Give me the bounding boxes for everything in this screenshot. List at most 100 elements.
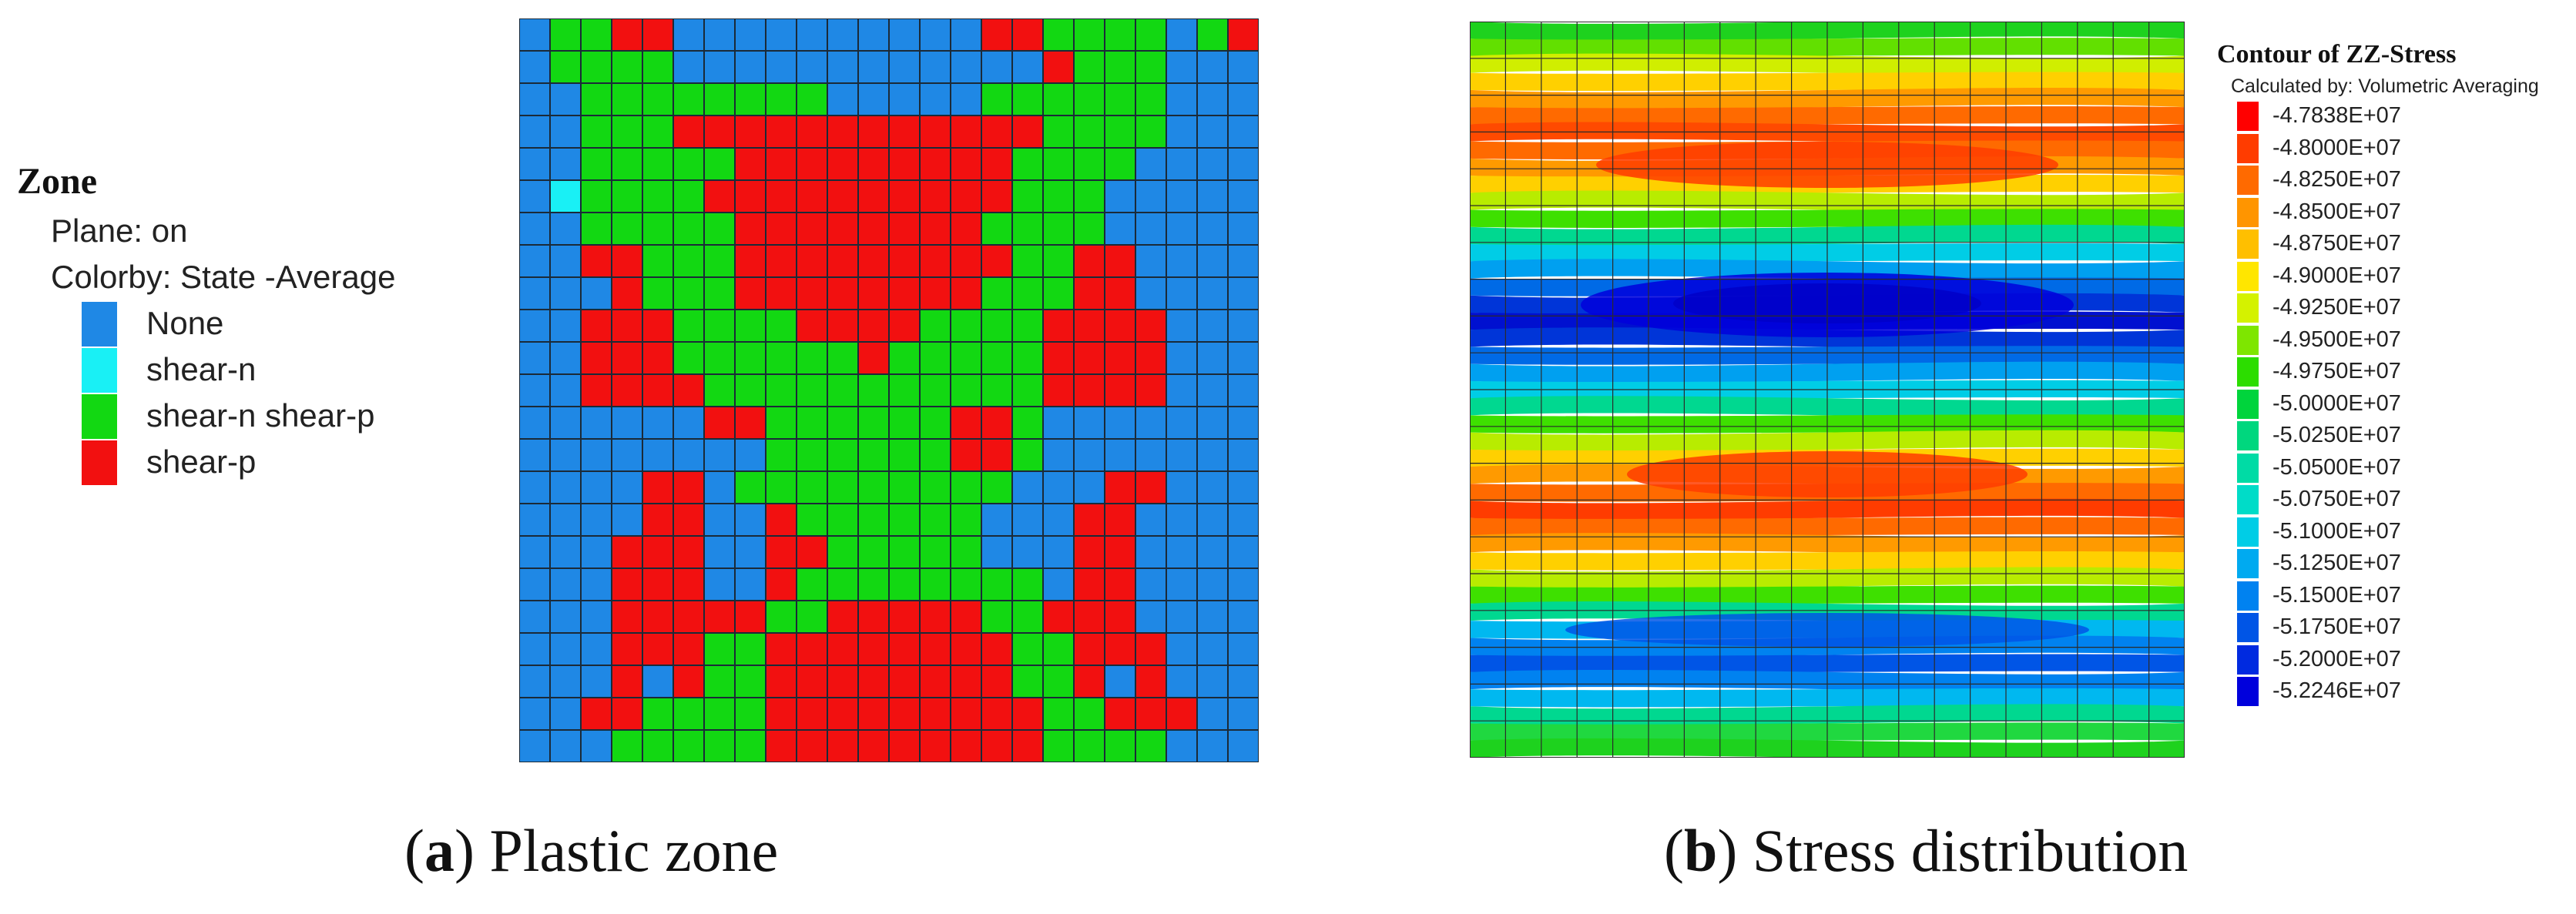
stress-label-17: -5.1750E+07: [2272, 614, 2401, 639]
caption-b-text: Stress distribution: [1752, 817, 2189, 884]
zone-cell: [858, 148, 890, 181]
zone-cell: [951, 439, 982, 472]
zone-cell: [581, 471, 612, 504]
zone-cell: [735, 601, 766, 634]
zone-cell: [858, 116, 890, 149]
zone-cell: [1135, 310, 1167, 343]
zone-cell: [642, 245, 674, 278]
zone-cell: [766, 245, 797, 278]
zone-cell: [797, 536, 828, 569]
zone-cell: [704, 568, 736, 601]
zone-cell: [612, 116, 643, 149]
zone-cell: [766, 471, 797, 504]
zone-cell: [951, 407, 982, 440]
zone-cell: [981, 439, 1013, 472]
legend-title: Zone: [17, 161, 98, 202]
zone-cell: [766, 568, 797, 601]
zone-cell: [797, 374, 828, 407]
zone-cell: [1166, 18, 1198, 52]
stress-label-8: -4.9500E+07: [2272, 326, 2401, 352]
zone-cell: [673, 730, 705, 762]
zone-cell: [550, 83, 582, 116]
zone-cell: [827, 180, 859, 213]
zone-cell: [797, 504, 828, 537]
zone-cell: [1043, 471, 1075, 504]
zone-cell: [1105, 439, 1136, 472]
zone-cell: [673, 18, 705, 52]
zone-cell: [735, 83, 766, 116]
zone-cell: [1135, 504, 1167, 537]
zone-cell: [1197, 730, 1229, 762]
stress-swatch-15: [2237, 549, 2259, 578]
legend-swatch-1: [82, 302, 117, 347]
zone-cell: [981, 148, 1013, 181]
stress-swatch-19: [2237, 677, 2259, 706]
zone-cell: [519, 374, 551, 407]
zone-cell: [858, 407, 890, 440]
zone-cell: [1105, 18, 1136, 52]
zone-cell: [797, 277, 828, 310]
zone-cell: [1166, 568, 1198, 601]
zone-cell: [1228, 698, 1259, 731]
stress-swatch-10: [2237, 389, 2259, 419]
zone-cell: [735, 504, 766, 537]
zone-cell: [704, 374, 736, 407]
zone-cell: [1166, 601, 1198, 634]
zone-cell: [797, 665, 828, 698]
zone-cell: [1043, 310, 1075, 343]
zone-cell: [1105, 213, 1136, 246]
zone-cell: [1197, 698, 1229, 731]
zone-cell: [766, 633, 797, 666]
zone-cell: [1012, 407, 1044, 440]
zone-cell: [1074, 601, 1105, 634]
zone-cell: [889, 213, 921, 246]
plastic-zone-grid: [519, 18, 1259, 762]
zone-cell: [766, 180, 797, 213]
zone-cell: [673, 116, 705, 149]
zone-cell: [981, 18, 1013, 52]
zone-cell: [920, 568, 951, 601]
zone-cell: [581, 730, 612, 762]
zone-cell: [1074, 536, 1105, 569]
zone-cell: [1135, 536, 1167, 569]
zone-cell: [1043, 439, 1075, 472]
zone-cell: [1228, 245, 1259, 278]
zone-cell: [1105, 407, 1136, 440]
zone-cell: [951, 568, 982, 601]
zone-cell: [1135, 148, 1167, 181]
zone-cell: [951, 374, 982, 407]
zone-cell: [1228, 633, 1259, 666]
zone-cell: [981, 665, 1013, 698]
stress-swatch-16: [2237, 581, 2259, 611]
zone-cell: [612, 374, 643, 407]
zone-cell: [1043, 730, 1075, 762]
zone-cell: [642, 439, 674, 472]
zone-cell: [951, 213, 982, 246]
zone-cell: [858, 665, 890, 698]
zone-cell: [1135, 374, 1167, 407]
zone-cell: [642, 374, 674, 407]
zone-cell: [735, 213, 766, 246]
zone-cell: [766, 51, 797, 84]
zone-cell: [1228, 18, 1259, 52]
zone-cell: [951, 83, 982, 116]
zone-cell: [889, 471, 921, 504]
zone-cell: [1074, 180, 1105, 213]
zone-cell: [612, 698, 643, 731]
zone-cell: [1197, 633, 1229, 666]
zone-cell: [766, 698, 797, 731]
zone-cell: [1074, 471, 1105, 504]
zone-cell: [1197, 213, 1229, 246]
zone-cell: [519, 730, 551, 762]
zone-cell: [612, 536, 643, 569]
zone-cell: [797, 83, 828, 116]
zone-cell: [519, 471, 551, 504]
zone-cell: [827, 18, 859, 52]
zone-cell: [1197, 83, 1229, 116]
zone-cell: [1197, 504, 1229, 537]
zone-cell: [673, 665, 705, 698]
zone-cell: [735, 536, 766, 569]
zone-cell: [981, 536, 1013, 569]
stress-swatch-6: [2237, 261, 2259, 291]
zone-cell: [920, 633, 951, 666]
